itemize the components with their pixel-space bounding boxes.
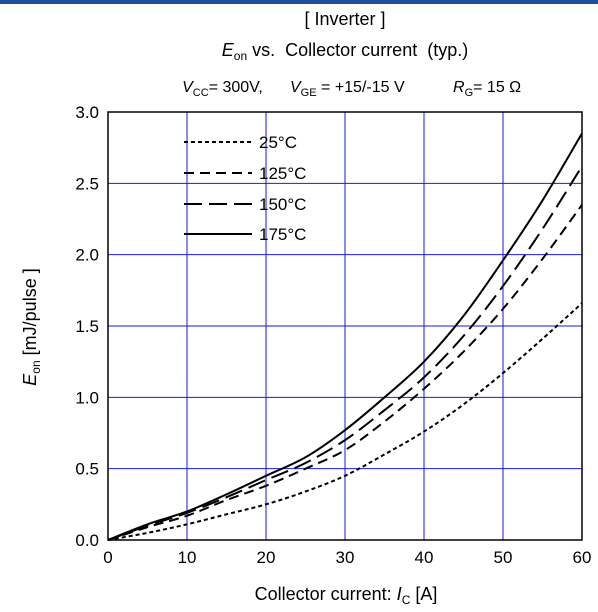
chart-subtitle: Eon vs. Collector current (typ.): [222, 40, 468, 63]
condition-vcc-value: = 300V,: [209, 79, 263, 96]
legend-label-150c: 150°C: [259, 195, 306, 214]
y-axis-label-var: E: [20, 373, 40, 386]
x-tick-label: 20: [257, 548, 276, 567]
legend-entry-175c: 175°C: [184, 225, 306, 244]
x-tick-label: 40: [415, 548, 434, 567]
condition-rg-value: = 15 Ω: [473, 79, 521, 96]
subtitle-sub: on: [234, 49, 247, 63]
x-tick-label: 30: [336, 548, 355, 567]
y-tick-label: 2.0: [75, 246, 99, 265]
condition-vcc-var: V: [182, 79, 194, 96]
condition-vge-var: V: [290, 79, 302, 96]
x-tick-label: 0: [103, 548, 112, 567]
test-conditions: VCC= 300V, VGE = +15/-15 V RG= 15 Ω: [151, 79, 543, 99]
x-axis-label-prefix: Collector current:: [255, 584, 397, 604]
x-tick-label: 60: [573, 548, 592, 567]
x-tick-label: 10: [178, 548, 197, 567]
series-line-150c: [107, 165, 583, 541]
subtitle-rest: vs. Collector current (typ.): [247, 40, 468, 60]
y-tick-label: 3.0: [75, 103, 99, 122]
x-tick-label: 50: [494, 548, 513, 567]
top-accent-bar: [0, 0, 598, 4]
series-line-25c: [107, 302, 583, 541]
legend: 25°C 125°C 150°C 175°C: [184, 133, 306, 244]
y-axis-label-sub: on: [29, 360, 43, 373]
legend-entry-25c: 25°C: [184, 133, 297, 152]
x-axis-label: Collector current: IC [A]: [255, 584, 438, 607]
x-axis-label-suffix: [A]: [410, 584, 437, 604]
condition-rg-var: R: [453, 79, 465, 96]
x-axis-label-var: I: [397, 584, 402, 604]
plot-frame: [107, 111, 583, 541]
legend-label-25c: 25°C: [259, 133, 297, 152]
y-tick-labels: 0.0 0.5 1.0 1.5 2.0 2.5 3.0: [75, 103, 99, 550]
condition-vge-sub: GE: [301, 87, 317, 99]
condition-rg-sub: G: [465, 87, 474, 99]
legend-label-175c: 175°C: [259, 225, 306, 244]
condition-vge-value: = +15/-15 V: [317, 79, 405, 96]
y-tick-label: 2.5: [75, 174, 99, 193]
legend-entry-125c: 125°C: [184, 164, 306, 183]
legend-entry-150c: 150°C: [184, 195, 306, 214]
x-axis-label-sub: C: [402, 593, 411, 607]
y-tick-label: 0.0: [75, 531, 99, 550]
grid-lines: [108, 112, 582, 540]
series-line-125c: [107, 204, 583, 541]
series-line-175c: [107, 132, 583, 541]
series-lines: [107, 132, 583, 541]
y-axis-label-suffix: [mJ/pulse ]: [20, 268, 40, 360]
y-tick-label: 1.0: [75, 388, 99, 407]
condition-vcc-sub: CC: [193, 87, 209, 99]
subtitle-var: E: [222, 40, 235, 60]
chart-title: [ Inverter ]: [304, 9, 385, 29]
legend-label-125c: 125°C: [259, 164, 306, 183]
x-tick-labels: 0 10 20 30 40 50 60: [103, 548, 591, 567]
y-tick-label: 1.5: [75, 317, 99, 336]
y-axis-label: Eon [mJ/pulse ]: [20, 268, 43, 385]
y-tick-label: 0.5: [75, 460, 99, 479]
